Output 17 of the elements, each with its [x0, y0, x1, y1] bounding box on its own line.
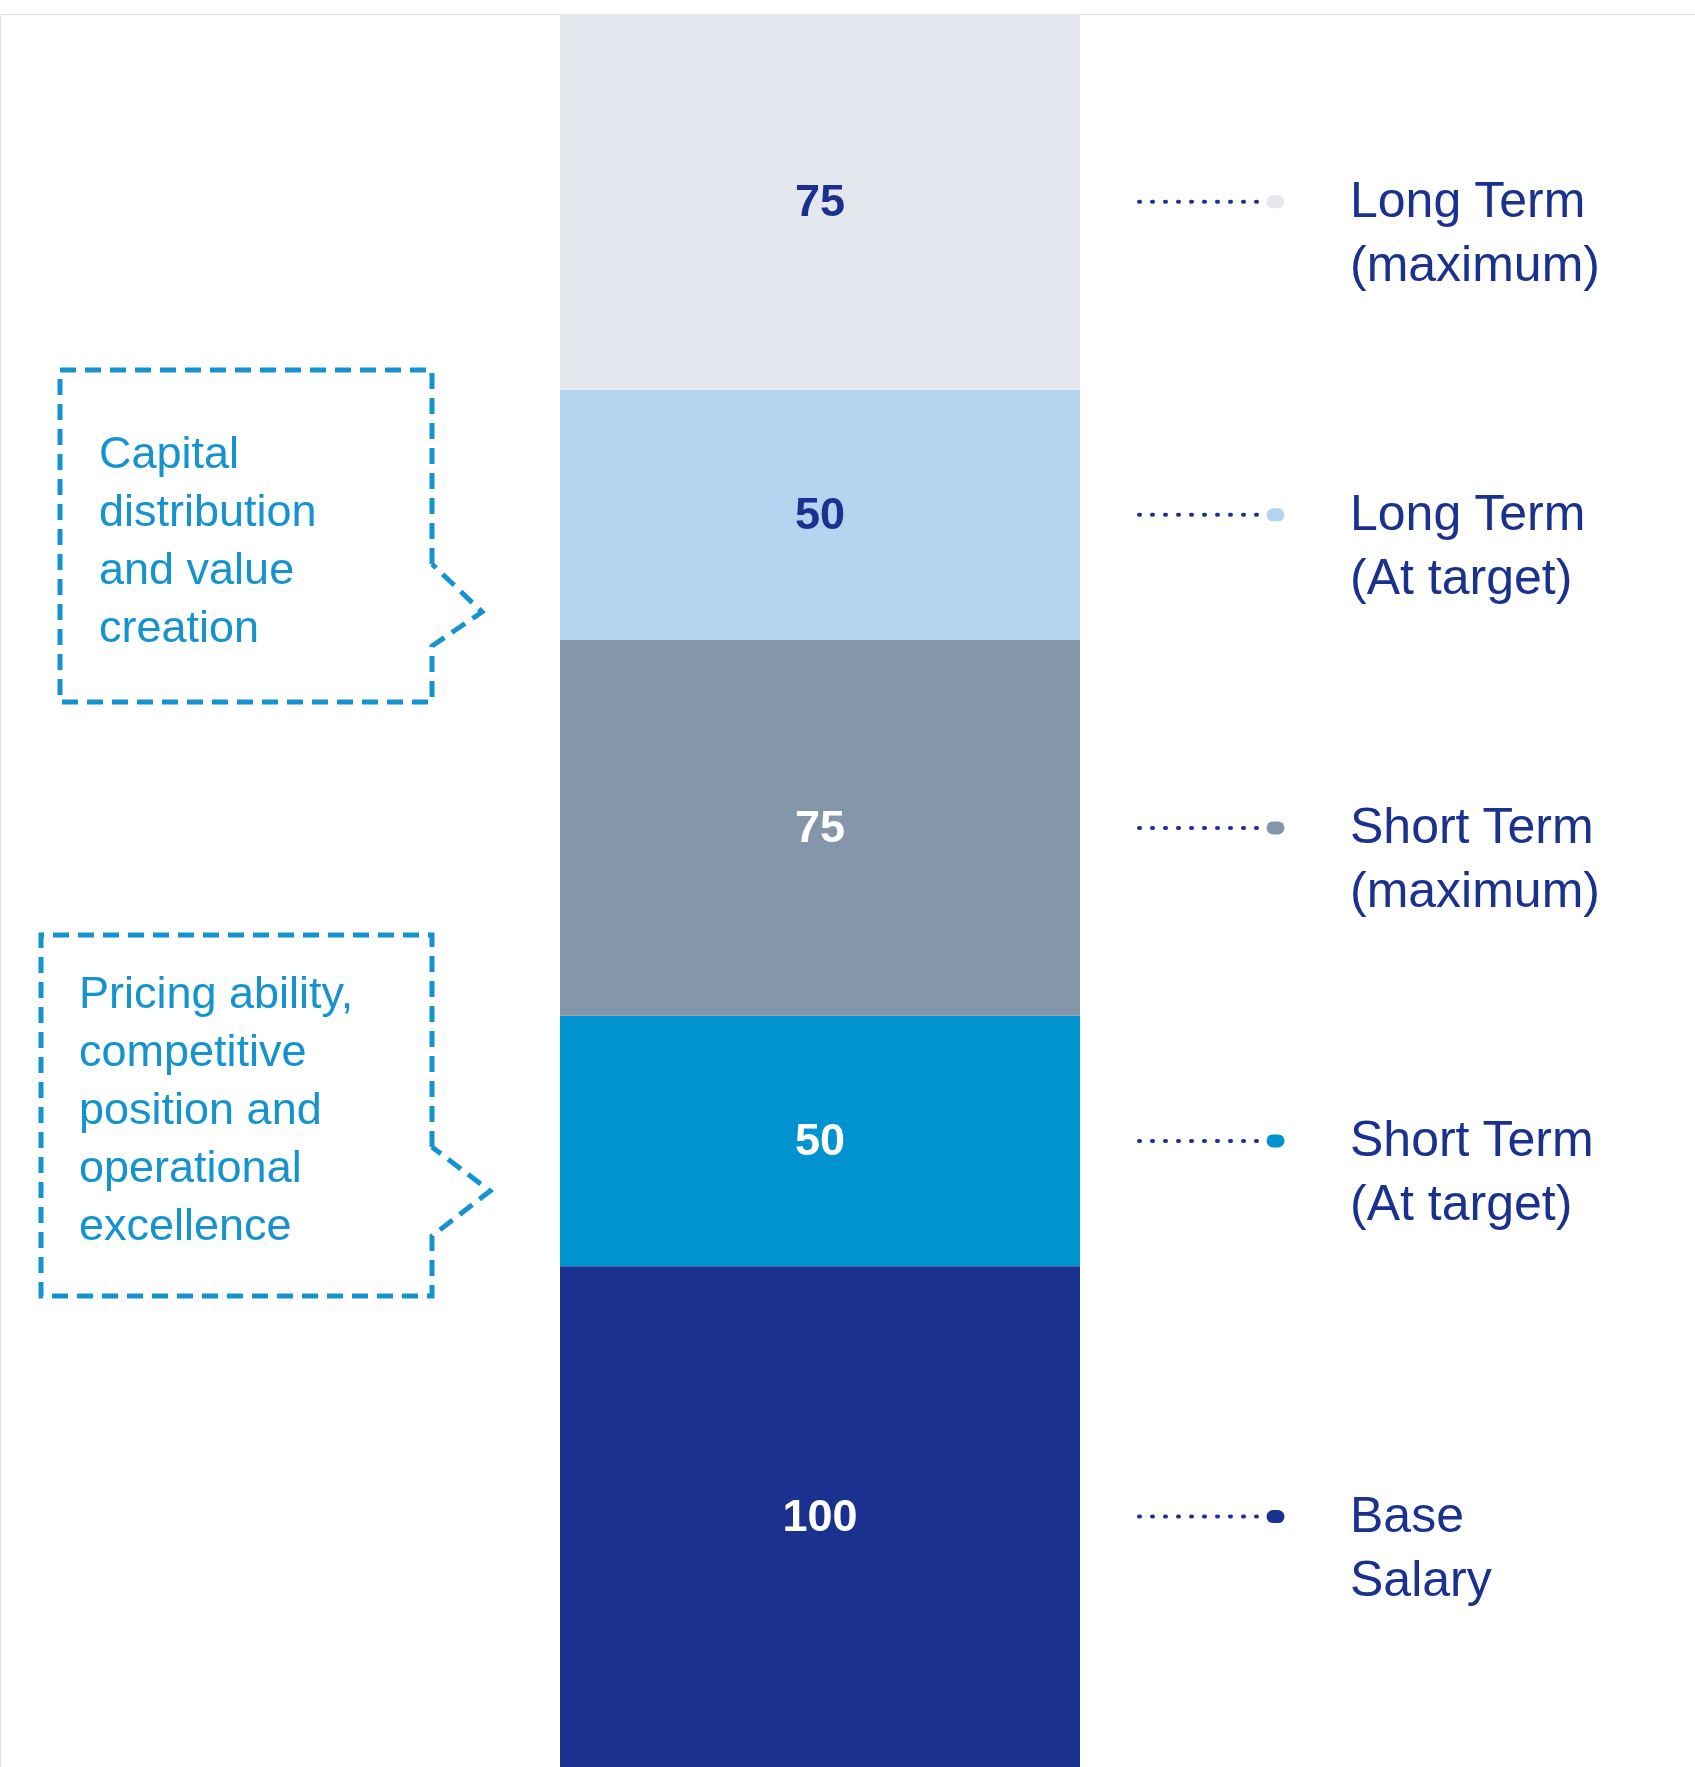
data-label: 50	[794, 487, 846, 539]
legend-label: Base Salary	[1350, 1486, 1492, 1607]
text: Capital distribution and value creation	[99, 427, 317, 652]
bar	[560, 1015, 1080, 1267]
legend-label: Short Term (maximum)	[1350, 797, 1600, 918]
legend-label: Long Term (maximum)	[1350, 171, 1600, 292]
data-label: 75	[794, 800, 846, 852]
legend-label: Short Term (At target)	[1350, 1110, 1594, 1231]
data-label: 75	[794, 174, 846, 226]
data-label: 100	[782, 1489, 858, 1541]
bar	[560, 14, 1080, 390]
bar	[560, 389, 1080, 641]
legend-label: Long Term (At target)	[1350, 484, 1586, 605]
bar	[560, 1266, 1080, 1767]
bar	[560, 640, 1080, 1016]
data-label: 50	[794, 1113, 846, 1165]
text: Pricing ability, competitive position and operational excellence	[79, 967, 354, 1250]
